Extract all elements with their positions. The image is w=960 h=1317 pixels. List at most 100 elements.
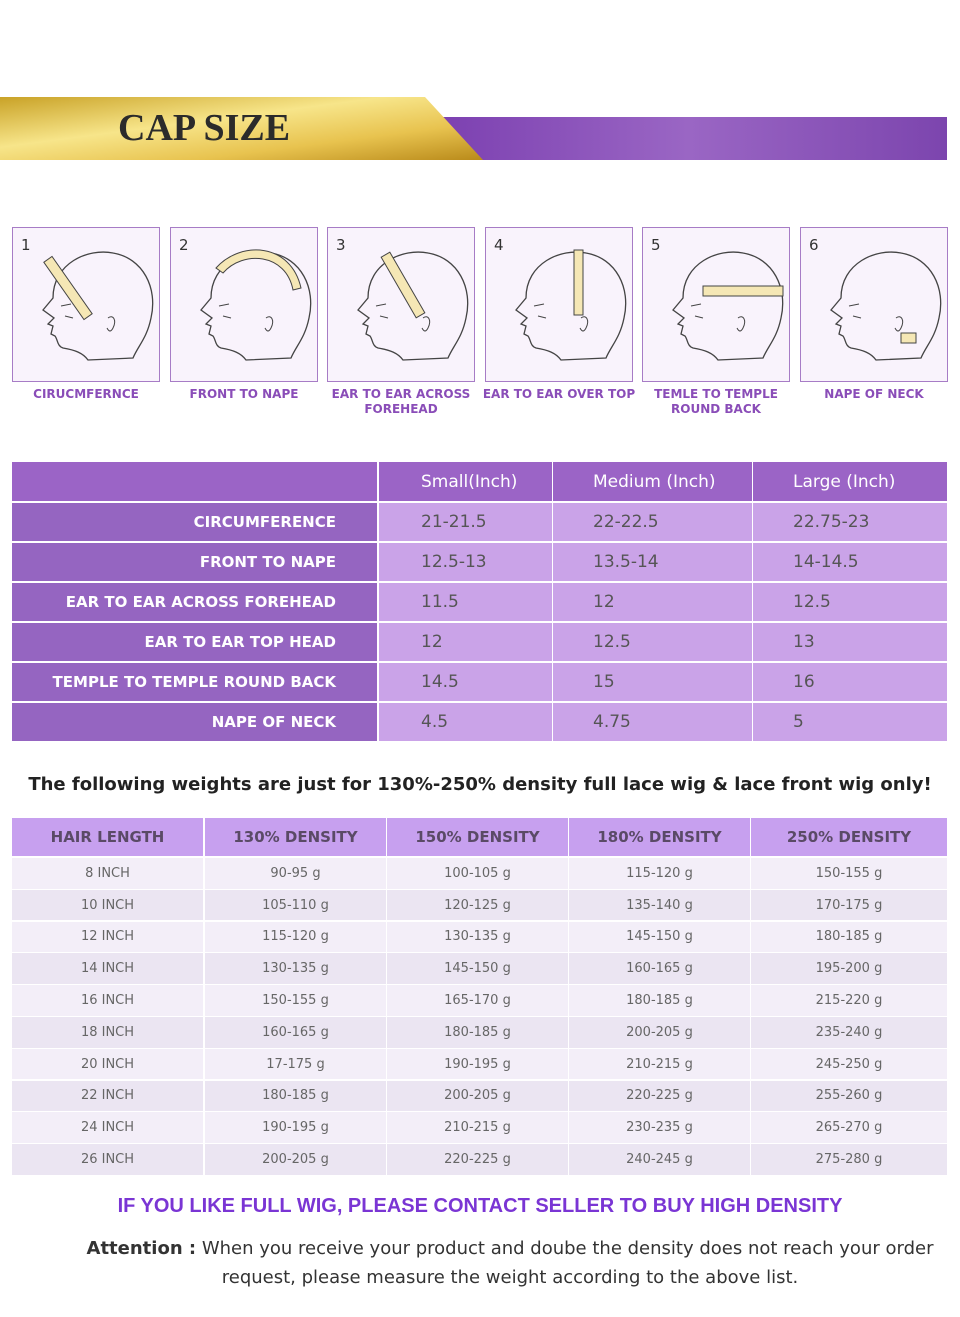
weight-col-header: 180% DENSITY (569, 818, 750, 856)
measure-box: 3 (327, 227, 475, 382)
measure-number: 1 (21, 236, 31, 254)
weight-cell: 200-205 g (387, 1080, 568, 1112)
weight-cell: 150-155 g (751, 858, 947, 889)
weight-col-header: 150% DENSITY (387, 818, 568, 856)
weight-col-header: HAIR LENGTH (12, 818, 203, 856)
head-illustration (515, 249, 627, 361)
weight-cell: 24 INCH (12, 1112, 203, 1143)
weight-cell: 180-185 g (387, 1017, 568, 1048)
weight-cell: 220-225 g (387, 1144, 568, 1175)
weight-cell: 90-95 g (205, 858, 386, 889)
size-row-label: CIRCUMFERENCE (12, 503, 377, 541)
measure-label: FRONT TO NAPE (189, 387, 299, 401)
weight-cell: 190-195 g (205, 1112, 386, 1143)
weight-cell: 245-250 g (751, 1048, 947, 1080)
weight-col-header: 130% DENSITY (205, 818, 386, 856)
head-illustration (830, 251, 942, 361)
weight-cell: 20 INCH (12, 1048, 203, 1080)
size-cell: 12 (553, 583, 752, 621)
measure-label: CIRUCMFERNCE (33, 387, 139, 401)
weight-cell: 200-205 g (205, 1144, 386, 1175)
attention-label: Attention : (86, 1238, 197, 1259)
size-cell: 21-21.5 (379, 503, 552, 541)
weight-cell: 200-205 g (569, 1017, 750, 1048)
weight-cell: 18 INCH (12, 1017, 203, 1048)
title: CAP SIZE (118, 107, 291, 149)
weight-cell: 160-165 g (569, 953, 750, 984)
measure-number: 4 (494, 236, 504, 254)
size-cell: 12.5 (553, 623, 752, 661)
weight-cell: 26 INCH (12, 1144, 203, 1175)
weight-cell: 145-150 g (569, 921, 750, 953)
weight-cell: 115-120 g (569, 858, 750, 889)
weight-cell: 240-245 g (569, 1144, 750, 1175)
banner (0, 97, 947, 160)
weight-cell: 180-185 g (205, 1080, 386, 1112)
measure-number: 5 (651, 236, 661, 254)
size-cell: 22-22.5 (553, 503, 752, 541)
weight-cell: 22 INCH (12, 1080, 203, 1112)
weight-cell: 165-170 g (387, 985, 568, 1016)
weight-cell: 150-155 g (205, 985, 386, 1016)
weight-cell: 180-185 g (751, 921, 947, 953)
weight-cell: 100-105 g (387, 858, 568, 889)
size-cell: 5 (753, 703, 947, 741)
size-row-label: FRONT TO NAPE (12, 543, 377, 581)
size-col-header: Medium (Inch) (553, 462, 752, 501)
size-row-label: EAR TO EAR TOP HEAD (12, 623, 377, 661)
weight-cell: 12 INCH (12, 921, 203, 953)
size-cell: 12 (379, 623, 552, 661)
size-cell: 16 (753, 663, 947, 701)
size-cell: 14-14.5 (753, 543, 947, 581)
measure-box: 5 (642, 227, 790, 382)
weight-cell: 265-270 g (751, 1112, 947, 1143)
attention-text: When you receive your product and doube … (201, 1238, 934, 1288)
attention: Attention : When you receive your produc… (70, 1234, 950, 1292)
size-row-label: TEMPLE TO TEMPLE ROUND BACK (12, 663, 377, 701)
measure-label: EAR TO EAR OVER TOP (482, 387, 636, 401)
size-header-blank (12, 462, 377, 501)
weight-cell: 8 INCH (12, 858, 203, 889)
size-cell: 15 (553, 663, 752, 701)
contact-note: IF YOU LIKE FULL WIG, PLEASE CONTACT SEL… (117, 1195, 843, 1217)
measure-number: 3 (336, 236, 346, 254)
weight-cell: 275-280 g (751, 1144, 947, 1175)
measure-box: 2 (170, 227, 318, 382)
weight-cell: 220-225 g (569, 1080, 750, 1112)
weight-cell: 215-220 g (751, 985, 947, 1016)
measure-box: 4 (485, 227, 633, 382)
measure-box: 1 (12, 227, 160, 382)
weight-cell: 145-150 g (387, 953, 568, 984)
weight-cell: 14 INCH (12, 953, 203, 984)
weight-cell: 135-140 g (569, 889, 750, 921)
weight-cell: 10 INCH (12, 889, 203, 921)
weight-cell: 130-135 g (387, 921, 568, 953)
weight-cell: 230-235 g (569, 1112, 750, 1143)
weight-cell: 255-260 g (751, 1080, 947, 1112)
measure-label: NAPE OF NECK (824, 387, 924, 401)
size-cell: 11.5 (379, 583, 552, 621)
weight-cell: 210-215 g (387, 1112, 568, 1143)
size-row-label: EAR TO EAR ACROSS FOREHEAD (12, 583, 377, 621)
size-cell: 12.5 (753, 583, 947, 621)
weight-cell: 115-120 g (205, 921, 386, 953)
weight-cell: 180-185 g (569, 985, 750, 1016)
measure-number: 2 (179, 236, 189, 254)
head-illustration (200, 249, 312, 361)
size-cell: 4.5 (379, 703, 552, 741)
weight-cell: 105-110 g (205, 889, 386, 921)
weight-note: The following weights are just for 130%-… (28, 774, 932, 795)
size-col-header: Large (Inch) (753, 462, 947, 501)
weight-cell: 235-240 g (751, 1017, 947, 1048)
head-illustration (42, 251, 154, 361)
measure-number: 6 (809, 236, 819, 254)
size-cell: 13.5-14 (553, 543, 752, 581)
measure-label: EAR TO EAR ACROSS FOREHEAD (331, 387, 471, 416)
weight-cell: 16 INCH (12, 985, 203, 1016)
weight-cell: 130-135 g (205, 953, 386, 984)
weight-cell: 195-200 g (751, 953, 947, 984)
weight-cell: 210-215 g (569, 1048, 750, 1080)
measure-box: 6 (800, 227, 948, 382)
size-cell: 12.5-13 (379, 543, 552, 581)
weight-cell: 160-165 g (205, 1017, 386, 1048)
